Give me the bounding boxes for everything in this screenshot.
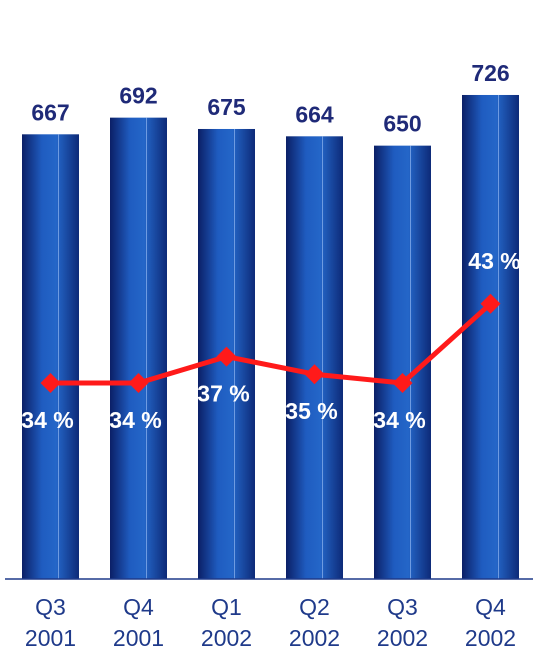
- x-tick-quarter-0: Q3: [35, 594, 66, 620]
- percentage-value-labels: 34 % 34 % 37 % 35 % 34 % 43 %: [21, 248, 520, 433]
- x-tick-label-1: Q4 2001: [113, 594, 164, 651]
- x-tick-quarter-2: Q1: [211, 594, 242, 620]
- x-axis-tick-labels: Q3 2001 Q4 2001 Q1 2002 Q2 2002 Q3 2002 Q4 2002: [25, 594, 516, 651]
- bar-value-label-0: 667: [31, 99, 69, 125]
- bar-3: [286, 136, 343, 579]
- bar-value-labels: 667 692 675 664 650 726: [31, 60, 509, 137]
- bar-4: [374, 145, 431, 579]
- x-tick-label-2: Q1 2002: [201, 594, 252, 651]
- x-tick-year-4: 2002: [377, 625, 428, 651]
- x-tick-quarter-5: Q4: [475, 594, 506, 620]
- bar-value-label-2: 675: [207, 94, 246, 120]
- percentage-label-5: 43 %: [468, 248, 520, 274]
- percentage-label-2: 37 %: [197, 381, 249, 407]
- x-tick-year-5: 2002: [465, 625, 516, 651]
- percentage-line: [50, 301, 493, 386]
- x-tick-year-0: 2001: [25, 625, 76, 651]
- percentage-label-0: 34 %: [21, 407, 73, 433]
- x-tick-label-4: Q3 2002: [377, 594, 428, 651]
- percentage-marker-0: [40, 373, 61, 393]
- percentage-marker-3: [304, 364, 325, 385]
- bar-series: [22, 94, 519, 580]
- percentage-marker-5: [480, 293, 501, 314]
- x-tick-year-3: 2002: [289, 625, 340, 651]
- bar-value-label-4: 650: [383, 111, 421, 137]
- percentage-label-1: 34 %: [109, 407, 161, 433]
- x-tick-quarter-4: Q3: [387, 594, 418, 620]
- bar-value-label-3: 664: [295, 101, 334, 127]
- percentage-label-3: 35 %: [285, 398, 337, 424]
- x-tick-label-5: Q4 2002: [465, 594, 516, 651]
- percentage-line-series: [40, 293, 501, 393]
- percentage-marker-1: [128, 373, 149, 393]
- percentage-marker-2: [216, 346, 237, 367]
- bar-5: [462, 94, 519, 579]
- x-tick-year-2: 2002: [201, 625, 252, 651]
- percentage-label-4: 34 %: [373, 407, 425, 433]
- bar-value-label-1: 692: [119, 83, 157, 109]
- x-tick-quarter-1: Q4: [123, 594, 154, 620]
- x-tick-label-3: Q2 2002: [289, 594, 340, 651]
- bar-value-label-5: 726: [471, 60, 509, 86]
- bar-0: [22, 134, 79, 579]
- x-tick-quarter-3: Q2: [299, 594, 330, 620]
- x-tick-label-0: Q3 2001: [25, 594, 76, 651]
- x-tick-year-1: 2001: [113, 625, 164, 651]
- percentage-marker-4: [392, 373, 413, 393]
- bar-1: [110, 117, 167, 579]
